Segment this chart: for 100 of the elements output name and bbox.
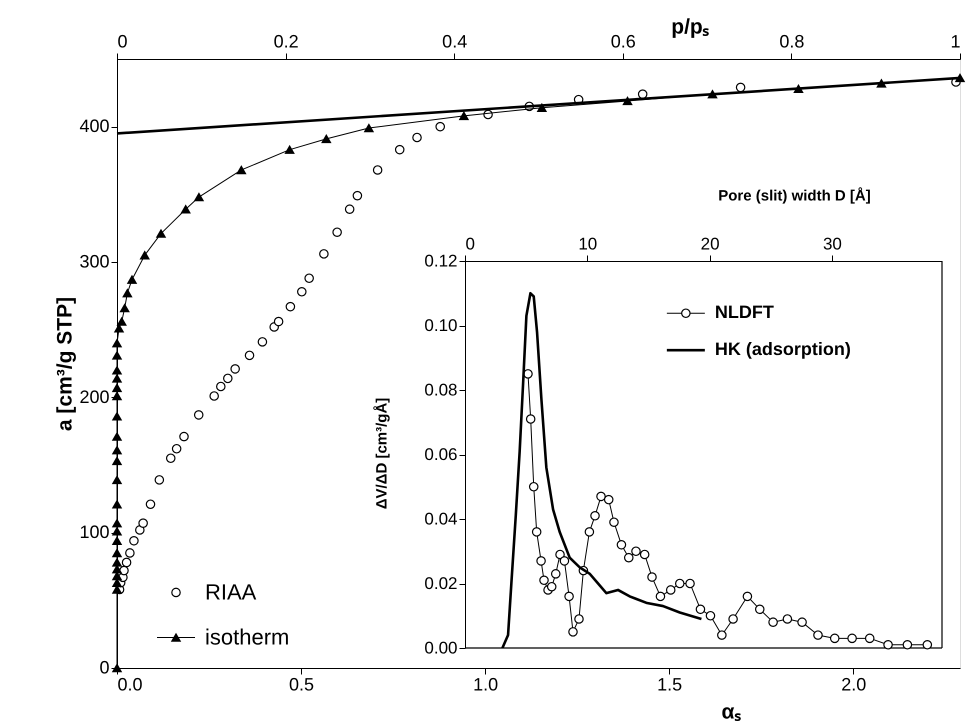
- y-tick-label: 0.10: [424, 316, 458, 335]
- legend-label: RIAA: [205, 579, 257, 604]
- x-axis-title: αₛ: [722, 700, 742, 722]
- point: [550, 569, 561, 579]
- point: [223, 374, 233, 384]
- point: [883, 640, 893, 650]
- y-tick-label: 0.02: [424, 574, 458, 593]
- point: [394, 144, 404, 154]
- point: [736, 82, 746, 92]
- y-axis-title: a [cm³/g STP]: [53, 296, 76, 432]
- y-tick-label: 200: [79, 386, 110, 407]
- point: [258, 337, 268, 347]
- point: [172, 444, 182, 454]
- y-tick-label: 0.00: [424, 638, 458, 658]
- point: [656, 592, 666, 602]
- point: [244, 350, 254, 360]
- point: [685, 578, 695, 588]
- point: [274, 316, 284, 326]
- point: [864, 634, 874, 644]
- point: [154, 475, 164, 485]
- point: [797, 617, 807, 627]
- point: [631, 546, 641, 556]
- point: [352, 190, 362, 200]
- point: [209, 391, 219, 401]
- point: [435, 122, 445, 132]
- y-tick-label: 400: [79, 116, 110, 136]
- point: [596, 492, 606, 502]
- x2-tick-label: 0.6: [610, 32, 636, 52]
- x2-tick-label: 0.8: [779, 32, 804, 52]
- x2-tick-label: 0.4: [442, 32, 468, 52]
- point: [129, 536, 139, 546]
- legend-label: HK (adsorption): [714, 339, 851, 360]
- point: [902, 640, 912, 650]
- point: [647, 572, 657, 582]
- point: [230, 364, 240, 374]
- point: [216, 382, 226, 392]
- x2-tick-label: 0: [118, 32, 128, 52]
- point: [922, 640, 932, 650]
- point: [146, 499, 156, 510]
- point: [546, 582, 556, 592]
- legend-label: NLDFT: [714, 302, 774, 322]
- point: [706, 610, 716, 621]
- point: [555, 550, 565, 560]
- point: [847, 634, 857, 644]
- point: [782, 614, 792, 624]
- point: [297, 287, 307, 297]
- point: [584, 527, 594, 537]
- x-tick-label: 0: [466, 234, 475, 254]
- x-axis-title: Pore (slit) width D [Å]: [718, 186, 871, 204]
- point: [539, 576, 549, 586]
- point: [304, 273, 314, 284]
- point: [564, 592, 574, 602]
- x-tick-label: 0.0: [118, 674, 143, 694]
- x-tick-label: 0.5: [289, 674, 314, 694]
- point: [568, 627, 578, 637]
- point: [332, 227, 342, 237]
- point: [640, 550, 650, 560]
- point: [372, 165, 382, 175]
- point: [319, 249, 329, 259]
- point: [638, 89, 648, 99]
- point: [194, 410, 204, 420]
- x2-tick-label: 1: [950, 32, 960, 52]
- y-tick-label: 100: [79, 522, 110, 542]
- x2-axis-title: p/pₛ: [671, 16, 710, 38]
- point: [138, 518, 148, 528]
- y-axis-title: ΔV/ΔD [cm³/gÅ]: [372, 398, 390, 510]
- point: [768, 617, 778, 627]
- point: [560, 556, 570, 566]
- point: [125, 548, 135, 558]
- x2-tick-label: 0.2: [274, 32, 299, 52]
- y-tick-label: 0: [99, 658, 110, 678]
- point: [412, 132, 422, 142]
- point: [604, 494, 614, 504]
- point: [536, 556, 546, 566]
- point: [674, 578, 685, 588]
- point: [574, 614, 584, 624]
- point: [528, 482, 539, 492]
- point: [286, 302, 296, 312]
- point: [696, 604, 706, 614]
- y-tick-label: 0.08: [424, 380, 458, 400]
- x-tick-label: 1.0: [473, 674, 498, 694]
- point: [742, 592, 752, 602]
- point: [179, 432, 189, 442]
- x-tick-label: 1.5: [657, 674, 682, 694]
- point: [166, 453, 176, 464]
- y-tick-label: 0.12: [424, 252, 458, 270]
- point: [526, 414, 536, 424]
- x-tick-label: 20: [700, 234, 720, 254]
- point: [344, 204, 354, 214]
- point: [666, 585, 676, 595]
- y-tick-label: 0.06: [424, 445, 458, 464]
- point: [590, 511, 600, 521]
- point: [813, 630, 823, 640]
- y-tick-label: 0.04: [424, 510, 458, 528]
- x-tick-label: 10: [578, 234, 598, 254]
- x-tick-label: 30: [822, 234, 842, 254]
- point: [532, 527, 542, 537]
- legend-label: isotherm: [205, 624, 290, 650]
- point: [728, 614, 738, 624]
- point: [624, 552, 634, 562]
